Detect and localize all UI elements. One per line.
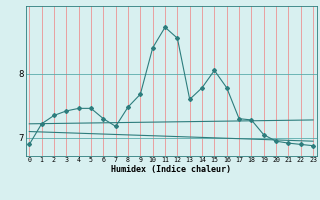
X-axis label: Humidex (Indice chaleur): Humidex (Indice chaleur) [111,165,231,174]
